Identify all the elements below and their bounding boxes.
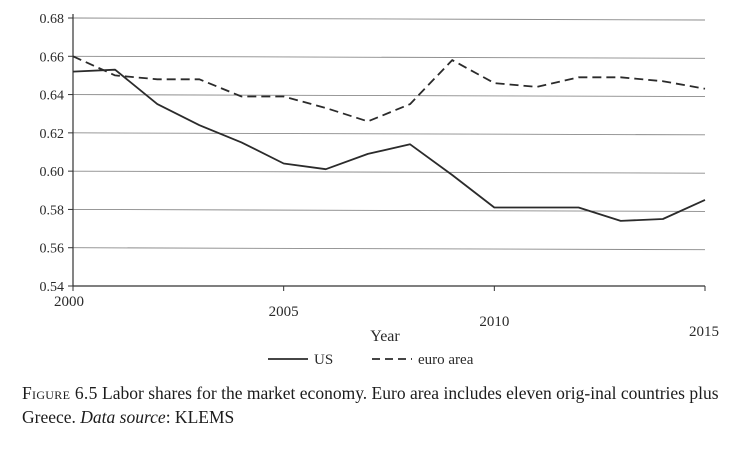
series-lines [72, 55, 706, 222]
gridline [72, 170, 706, 174]
x-tick-label: 2015 [689, 324, 719, 340]
legend: US euro area [268, 352, 474, 368]
y-tick-label: 0.64 [40, 89, 65, 104]
gridline [72, 17, 706, 21]
legend-label: euro area [418, 352, 474, 368]
y-tick-label: 0.66 [40, 50, 65, 65]
series-line-us [72, 68, 706, 222]
figure-label: Figure 6.5 [22, 383, 98, 403]
gridline [72, 208, 706, 212]
x-tick-label: 2010 [479, 314, 509, 330]
y-tick-labels: 0.54 0.56 0.58 0.60 0.62 0.64 0.66 0.68 [40, 12, 65, 295]
figure-caption: Figure 6.5 Labor shares for the market e… [22, 381, 732, 429]
y-tick-label: 0.68 [40, 12, 65, 27]
gridline [72, 94, 706, 98]
data-source-text: : KLEMS [165, 407, 235, 427]
axes [68, 14, 706, 291]
x-tick-label: 2005 [269, 304, 299, 320]
x-tick-label: 2000 [54, 294, 84, 310]
line-chart: 0.540.560.580.600.620.640.660.68 2000200… [40, 12, 720, 368]
gridlines [72, 17, 706, 251]
y-tick-label: 0.56 [40, 242, 65, 257]
y-tick-label: 0.60 [40, 165, 65, 180]
y-tick-label: 0.58 [40, 203, 65, 218]
legend-label: US [314, 352, 333, 368]
gridline [72, 55, 706, 59]
gridline [72, 132, 706, 136]
data-source-label: Data source [80, 407, 166, 427]
y-tick-label: 0.54 [40, 280, 65, 295]
caption-text: Labor shares for the market economy. Eur… [22, 383, 719, 427]
gridline [72, 247, 706, 251]
x-axis-title: Year [370, 328, 400, 345]
series-line-euro-area [72, 55, 706, 123]
x-tick-labels: 2000 2005 2010 2015 [54, 294, 719, 340]
y-tick-label: 0.62 [40, 127, 65, 142]
